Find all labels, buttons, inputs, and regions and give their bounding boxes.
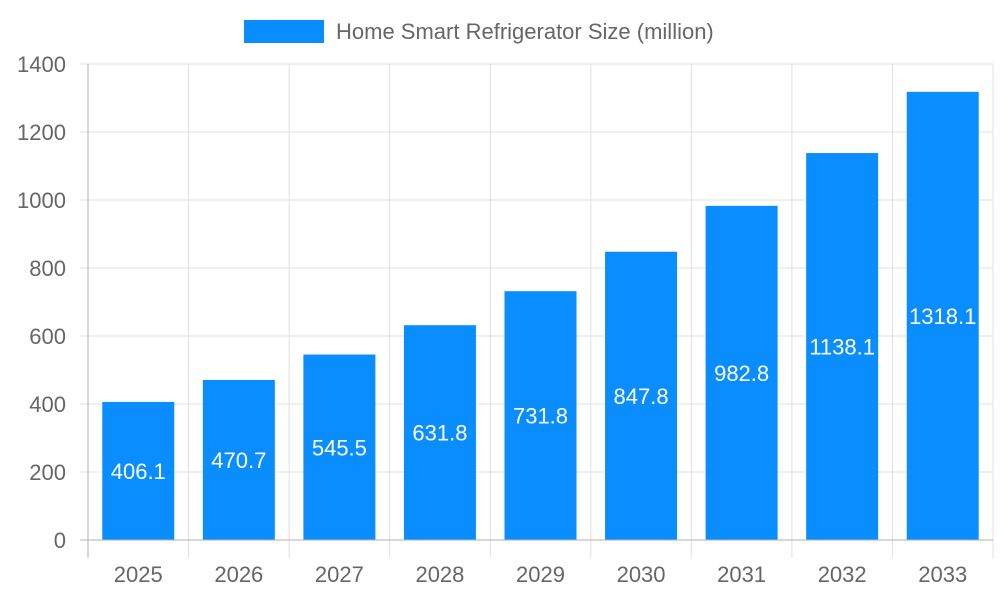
data-label: 731.8 xyxy=(513,404,568,429)
x-tick-label: 2032 xyxy=(818,562,867,587)
x-tick-label: 2026 xyxy=(214,562,263,587)
bar xyxy=(806,153,879,540)
y-tick-label: 1200 xyxy=(17,120,66,145)
data-label: 847.8 xyxy=(614,384,669,409)
x-tick-label: 2030 xyxy=(617,562,666,587)
bar xyxy=(605,251,678,541)
x-tick-label: 2025 xyxy=(114,562,163,587)
y-tick-label: 800 xyxy=(29,256,66,281)
bar xyxy=(906,91,979,540)
bar xyxy=(303,354,376,540)
x-tick-label: 2029 xyxy=(516,562,565,587)
y-tick-label: 1400 xyxy=(17,52,66,77)
bar xyxy=(705,205,778,540)
y-tick-label: 1000 xyxy=(17,188,66,213)
x-tick-label: 2028 xyxy=(415,562,464,587)
data-label: 1318.1 xyxy=(909,304,976,329)
data-label: 631.8 xyxy=(412,421,467,446)
legend[interactable]: Home Smart Refrigerator Size (million) xyxy=(244,19,714,44)
data-label: 1138.1 xyxy=(809,335,875,360)
data-label: 545.5 xyxy=(312,435,367,460)
y-tick-label: 200 xyxy=(29,460,66,485)
y-tick-label: 600 xyxy=(29,324,66,349)
data-label: 470.7 xyxy=(211,448,266,473)
x-tick-label: 2031 xyxy=(717,562,766,587)
y-tick-label: 400 xyxy=(29,392,66,417)
y-tick-label: 0 xyxy=(54,528,66,553)
bar xyxy=(403,325,476,540)
x-tick-label: 2027 xyxy=(315,562,364,587)
data-label: 406.1 xyxy=(111,459,166,484)
bar xyxy=(202,379,275,540)
x-tick-label: 2033 xyxy=(918,562,967,587)
legend-label: Home Smart Refrigerator Size (million) xyxy=(336,19,714,44)
bar xyxy=(504,291,577,540)
data-label: 982.8 xyxy=(714,361,769,386)
legend-swatch xyxy=(244,20,324,43)
bar xyxy=(102,401,175,540)
